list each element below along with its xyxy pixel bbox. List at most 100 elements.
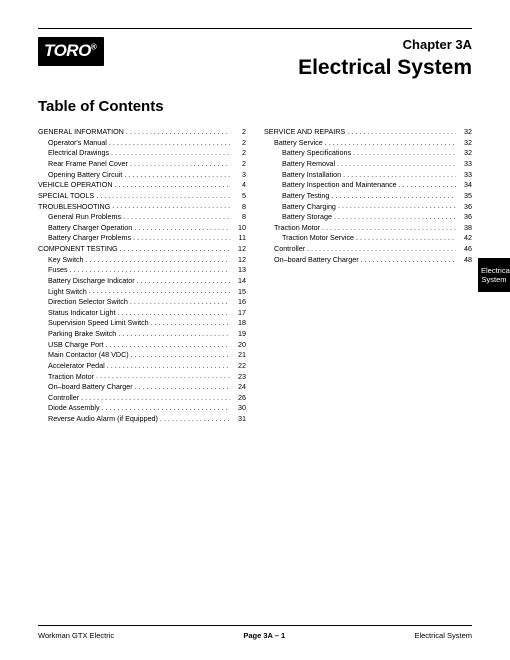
- toc-label: TROUBLESHOOTING: [38, 202, 110, 212]
- toc-row: On–board Battery Charger 24: [38, 382, 246, 393]
- toc-row: SPECIAL TOOLS5: [38, 191, 246, 202]
- toc-dots: [96, 371, 230, 378]
- toc-label: VEHICLE OPERATION: [38, 180, 113, 190]
- toc-label: Light Switch: [48, 287, 87, 297]
- toc-page: 38: [458, 223, 472, 233]
- toc-label: Battery Installation: [282, 170, 341, 180]
- toc-label: SPECIAL TOOLS: [38, 191, 94, 201]
- toc-dots: [133, 233, 230, 240]
- toc-label: Main Contactor (48 VDC): [48, 350, 129, 360]
- toc-row: Parking Brake Switch19: [38, 329, 246, 340]
- toc-label: Controller: [274, 244, 305, 254]
- toc-label: Battery Specifications: [282, 148, 351, 158]
- toc-label: Battery Charger Operation: [48, 223, 132, 233]
- toc-label: Rear Frame Panel Cover: [48, 159, 128, 169]
- toc-row: Light Switch 15: [38, 286, 246, 297]
- toc-label: Electrical Drawings: [48, 148, 109, 158]
- toc-page: 14: [232, 276, 246, 286]
- toc-page: 24: [232, 382, 246, 392]
- toc-page: 8: [232, 212, 246, 222]
- toc-page: 33: [458, 159, 472, 169]
- toc-label: Accelerator Pedal: [48, 361, 105, 371]
- toc-columns: GENERAL INFORMATION2Operator's Manual2El…: [38, 127, 472, 425]
- toc-dots: [124, 170, 230, 177]
- toc-row: VEHICLE OPERATION 4: [38, 180, 246, 191]
- toc-label: Battery Inspection and Maintenance: [282, 180, 397, 190]
- toc-label: Reverse Audio Alarm (if Equipped): [48, 414, 158, 424]
- toc-page: 31: [232, 414, 246, 424]
- toc-page: 42: [458, 233, 472, 243]
- toc-row: Battery Charger Operation10: [38, 223, 246, 234]
- toc-dots: [109, 138, 230, 145]
- toc-page: 23: [232, 372, 246, 382]
- toc-dots: [322, 223, 456, 230]
- toc-dots: [131, 350, 230, 357]
- brand-logo: TORO®: [38, 37, 104, 66]
- toc-row: Direction Selector Switch16: [38, 297, 246, 308]
- toc-row: Key Switch12: [38, 255, 246, 266]
- toc-dots: [353, 148, 456, 155]
- toc-label: Traction Motor: [48, 372, 94, 382]
- toc-dots: [130, 159, 230, 166]
- toc-page: 18: [232, 318, 246, 328]
- toc-page: 2: [232, 148, 246, 158]
- toc-dots: [361, 255, 456, 262]
- toc-dots: [130, 297, 230, 304]
- toc-label: Key Switch: [48, 255, 84, 265]
- toc-dots: [160, 414, 230, 421]
- toc-dots: [81, 393, 230, 400]
- toc-label: Fuses: [48, 265, 68, 275]
- toc-page: 15: [232, 287, 246, 297]
- footer-row: Workman GTX Electric Page 3A – 1 Electri…: [38, 631, 472, 640]
- toc-row: GENERAL INFORMATION2: [38, 127, 246, 138]
- toc-row: Battery Discharge Indicator14: [38, 276, 246, 287]
- chapter-title: Electrical System: [298, 56, 472, 80]
- toc-page: 30: [232, 403, 246, 413]
- toc-row: TROUBLESHOOTING 8: [38, 201, 246, 212]
- toc-col-right: SERVICE AND REPAIRS32Battery Service32Ba…: [264, 127, 472, 425]
- toc-label: Battery Charger Problems: [48, 233, 131, 243]
- toc-page: 32: [458, 148, 472, 158]
- header: TORO® Chapter 3A Electrical System: [38, 37, 472, 80]
- toc-dots: [112, 201, 230, 208]
- toc-page: 4: [232, 180, 246, 190]
- toc-row: Controller 46: [264, 244, 472, 255]
- toc-dots: [89, 286, 230, 293]
- toc-heading: Table of Contents: [38, 98, 472, 115]
- page: TORO® Chapter 3A Electrical System Table…: [0, 0, 510, 425]
- toc-page: 48: [458, 255, 472, 265]
- side-tab-line1: Electrical: [481, 266, 507, 275]
- toc-row: Opening Battery Circuit3: [38, 170, 246, 181]
- toc-row: Battery Charger Problems11: [38, 233, 246, 244]
- toc-dots: [334, 212, 456, 219]
- toc-page: 35: [458, 191, 472, 201]
- toc-page: 8: [232, 202, 246, 212]
- toc-row: Supervision Speed Limit Switch 18: [38, 318, 246, 329]
- toc-dots: [118, 308, 230, 315]
- toc-page: 22: [232, 361, 246, 371]
- toc-label: On–board Battery Charger: [274, 255, 359, 265]
- toc-page: 32: [458, 127, 472, 137]
- footer: Workman GTX Electric Page 3A – 1 Electri…: [0, 625, 510, 640]
- toc-dots: [118, 329, 230, 336]
- toc-col-left: GENERAL INFORMATION2Operator's Manual2El…: [38, 127, 246, 425]
- footer-right: Electrical System: [414, 631, 472, 640]
- toc-label: Supervision Speed Limit Switch: [48, 318, 149, 328]
- footer-mid: Page 3A – 1: [243, 631, 285, 640]
- toc-row: Battery Storage36: [264, 212, 472, 223]
- toc-row: SERVICE AND REPAIRS32: [264, 127, 472, 138]
- logo-text: TORO: [44, 41, 91, 60]
- toc-page: 46: [458, 244, 472, 254]
- toc-page: 13: [232, 265, 246, 275]
- toc-row: Traction Motor Service 42: [264, 233, 472, 244]
- logo-registered: ®: [91, 42, 96, 51]
- toc-page: 16: [232, 297, 246, 307]
- toc-row: USB Charge Port20: [38, 340, 246, 351]
- footer-rule: [38, 625, 472, 626]
- toc-label: Battery Charging: [282, 202, 336, 212]
- top-rule: [38, 28, 472, 29]
- toc-label: Traction Motor Service: [282, 233, 354, 243]
- toc-label: On–board Battery Charger: [48, 382, 133, 392]
- toc-row: Battery Removal33: [264, 159, 472, 170]
- toc-dots: [134, 223, 230, 230]
